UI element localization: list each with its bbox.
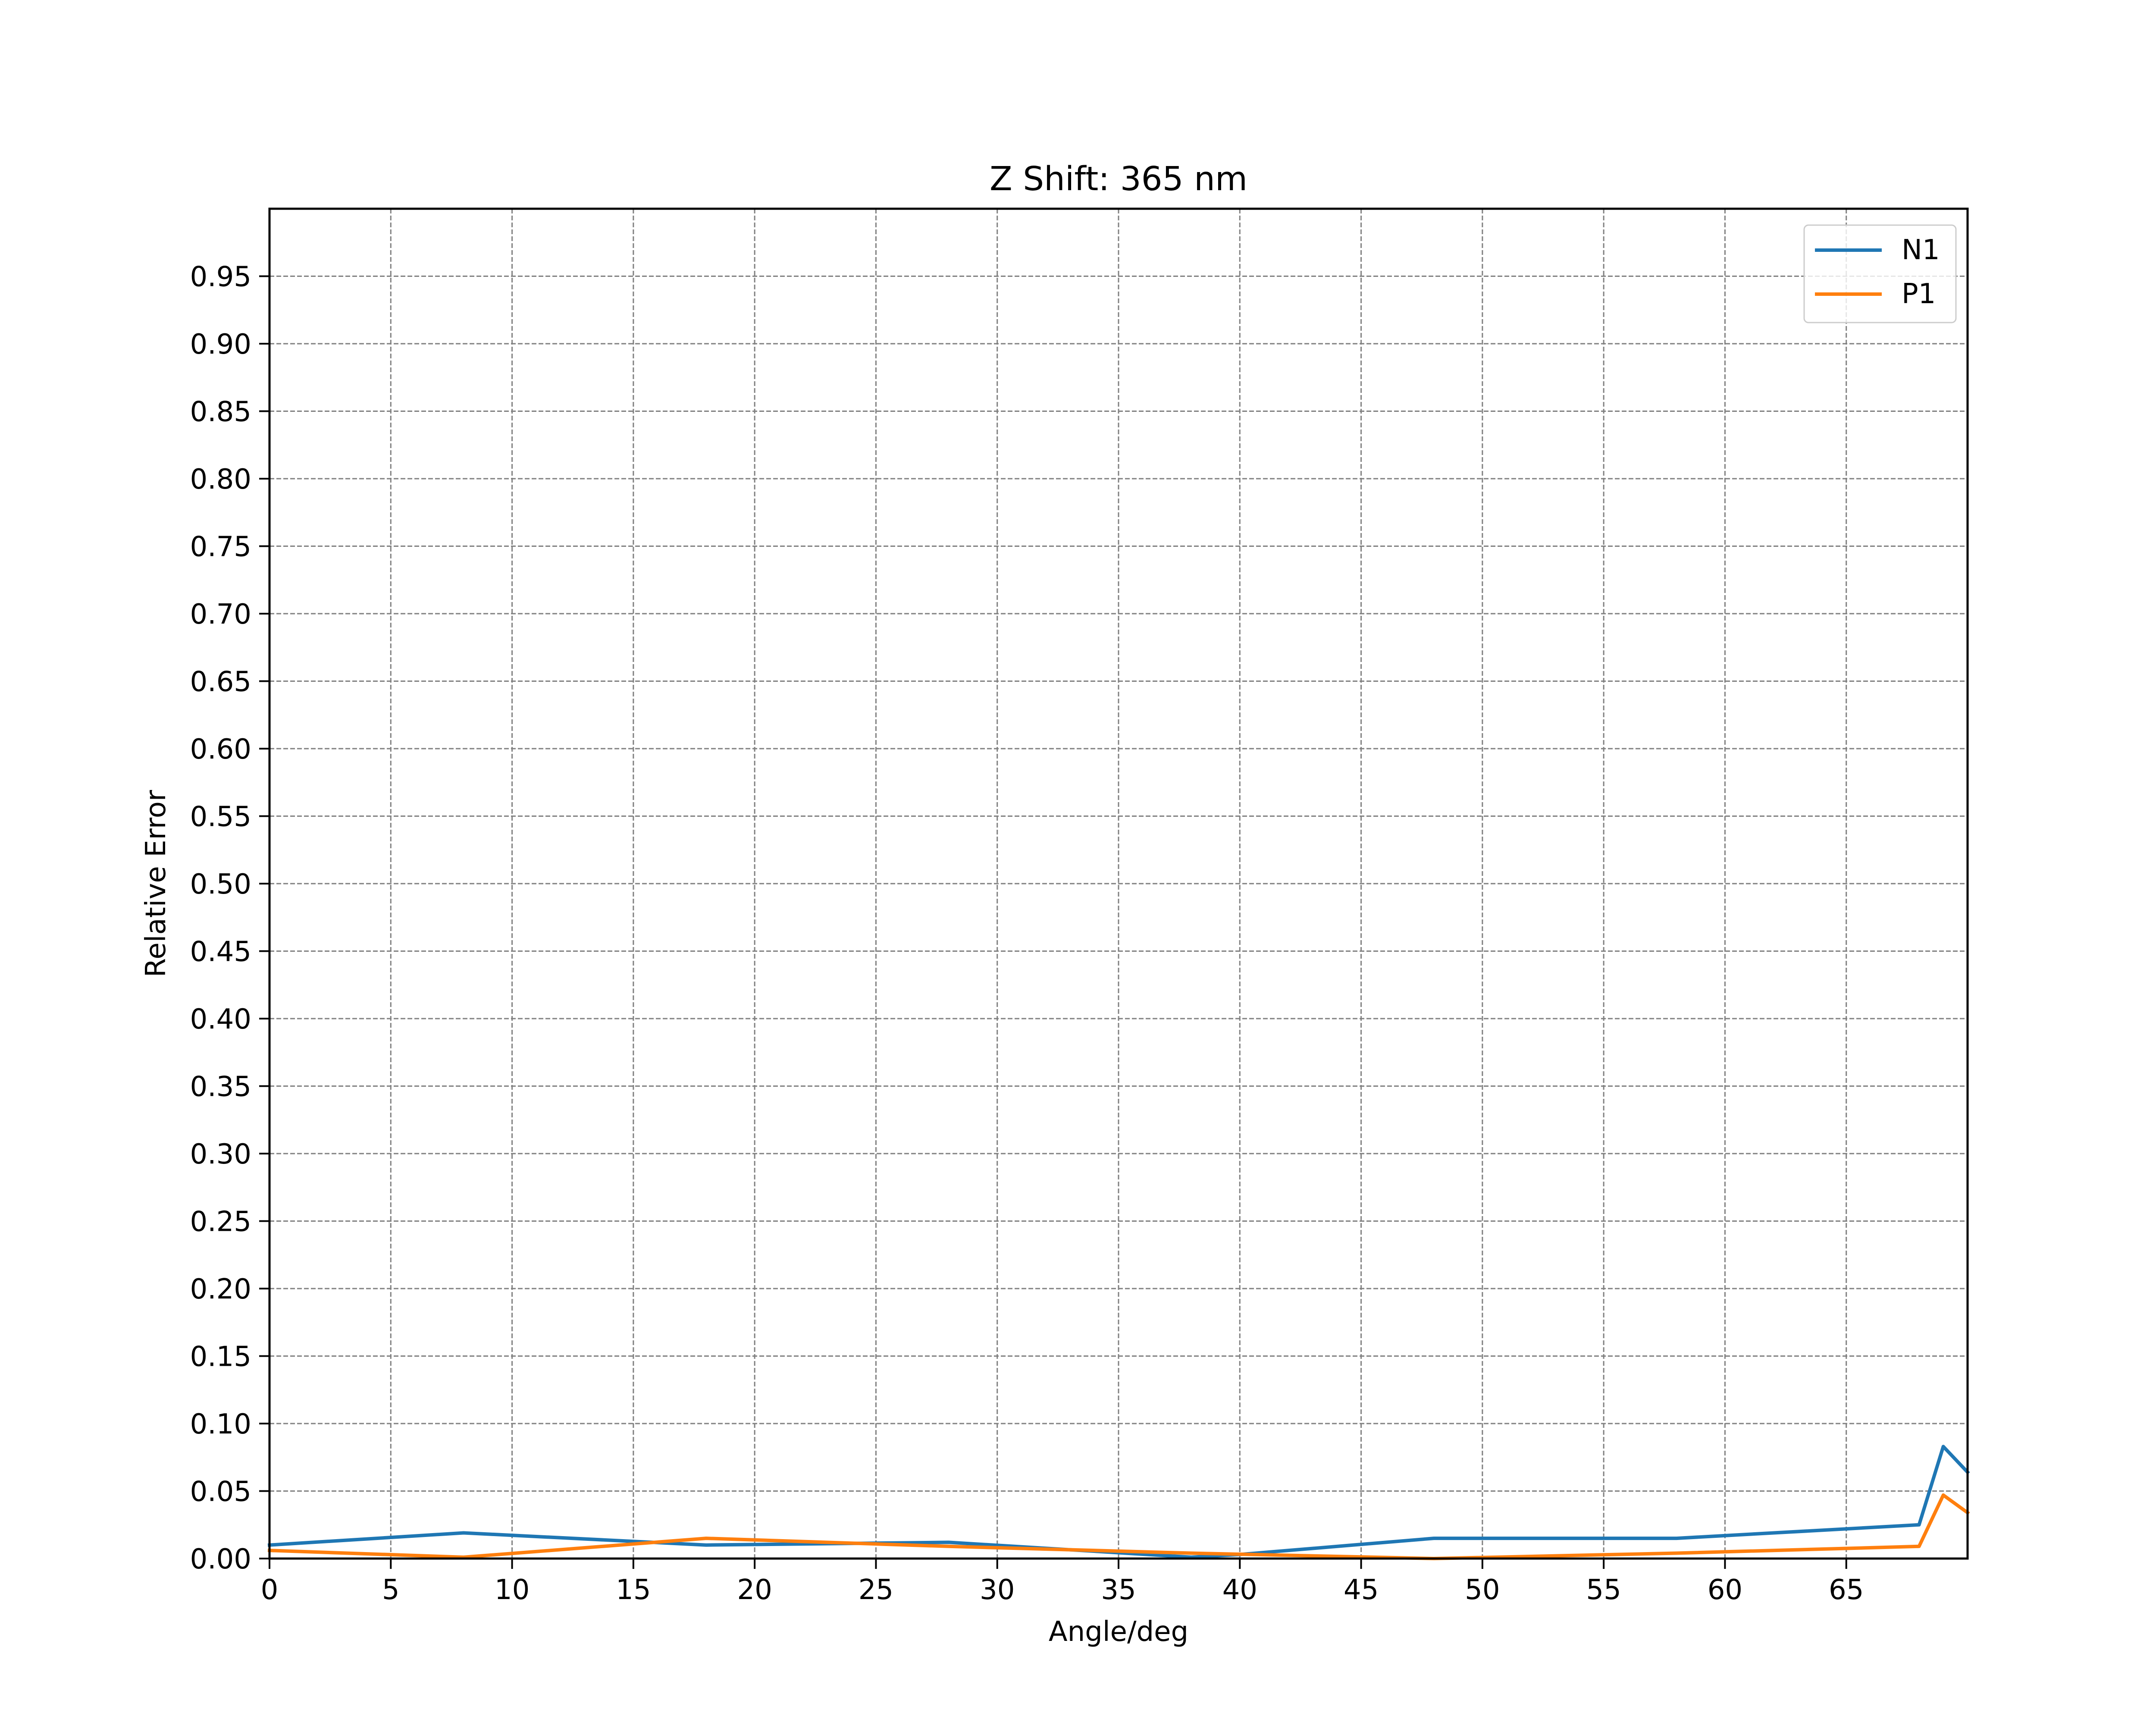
- x-tick-label: 30: [980, 1574, 1015, 1606]
- y-tick-label: 0.70: [190, 599, 252, 630]
- legend-label-n1: N1: [1902, 234, 1940, 266]
- legend: N1 P1: [1803, 224, 1957, 323]
- x-tick-label: 35: [1101, 1574, 1136, 1606]
- chart-title: Z Shift: 365 nm: [990, 160, 1247, 198]
- x-tick-label: 25: [859, 1574, 893, 1606]
- x-tick-label: 0: [261, 1574, 279, 1606]
- y-tick-label: 0.40: [190, 1004, 252, 1035]
- y-tick-label: 0.60: [190, 734, 252, 765]
- y-axis-label: Relative Error: [140, 790, 172, 977]
- series-line-p1: [267, 1493, 1970, 1560]
- x-tick-label: 15: [616, 1574, 651, 1606]
- y-tick-label: 0.20: [190, 1273, 252, 1305]
- y-tick-label: 0.95: [190, 261, 252, 293]
- x-tick-label: 55: [1586, 1574, 1621, 1606]
- x-axis-label: Angle/deg: [1049, 1616, 1188, 1648]
- y-tick-label: 0.85: [190, 396, 252, 428]
- x-tick-label: 65: [1829, 1574, 1864, 1606]
- series-lines: [267, 1445, 1970, 1560]
- y-tick-label: 0.05: [190, 1476, 252, 1508]
- x-tick-label: 5: [382, 1574, 400, 1606]
- y-tick-label: 0.80: [190, 464, 252, 496]
- y-tick-label: 0.15: [190, 1341, 252, 1373]
- y-tick-label: 0.50: [190, 869, 252, 900]
- x-tick-label: 60: [1708, 1574, 1742, 1606]
- y-tick-label: 0.25: [190, 1206, 252, 1238]
- y-tick-label: 0.65: [190, 666, 252, 698]
- y-tick-label: 0.00: [190, 1543, 252, 1575]
- axis-ticks: 0 5 10 15 20 25 30 35 40 45 50 55 60 65 0.00 0.05 0.10 0.…: [190, 261, 1864, 1606]
- legend-label-p1: P1: [1902, 278, 1936, 310]
- x-tick-label: 45: [1344, 1574, 1379, 1606]
- y-tick-label: 0.90: [190, 329, 252, 361]
- grid-lines: [269, 209, 1968, 1559]
- x-tick-label: 10: [495, 1574, 530, 1606]
- y-tick-label: 0.55: [190, 801, 252, 833]
- y-tick-label: 0.75: [190, 531, 252, 563]
- y-tick-label: 0.10: [190, 1408, 252, 1440]
- y-tick-label: 0.45: [190, 936, 252, 968]
- x-tick-label: 50: [1465, 1574, 1500, 1606]
- y-tick-label: 0.30: [190, 1138, 252, 1170]
- x-tick-label: 40: [1222, 1574, 1257, 1606]
- x-tick-label: 20: [737, 1574, 772, 1606]
- y-tick-label: 0.35: [190, 1071, 252, 1103]
